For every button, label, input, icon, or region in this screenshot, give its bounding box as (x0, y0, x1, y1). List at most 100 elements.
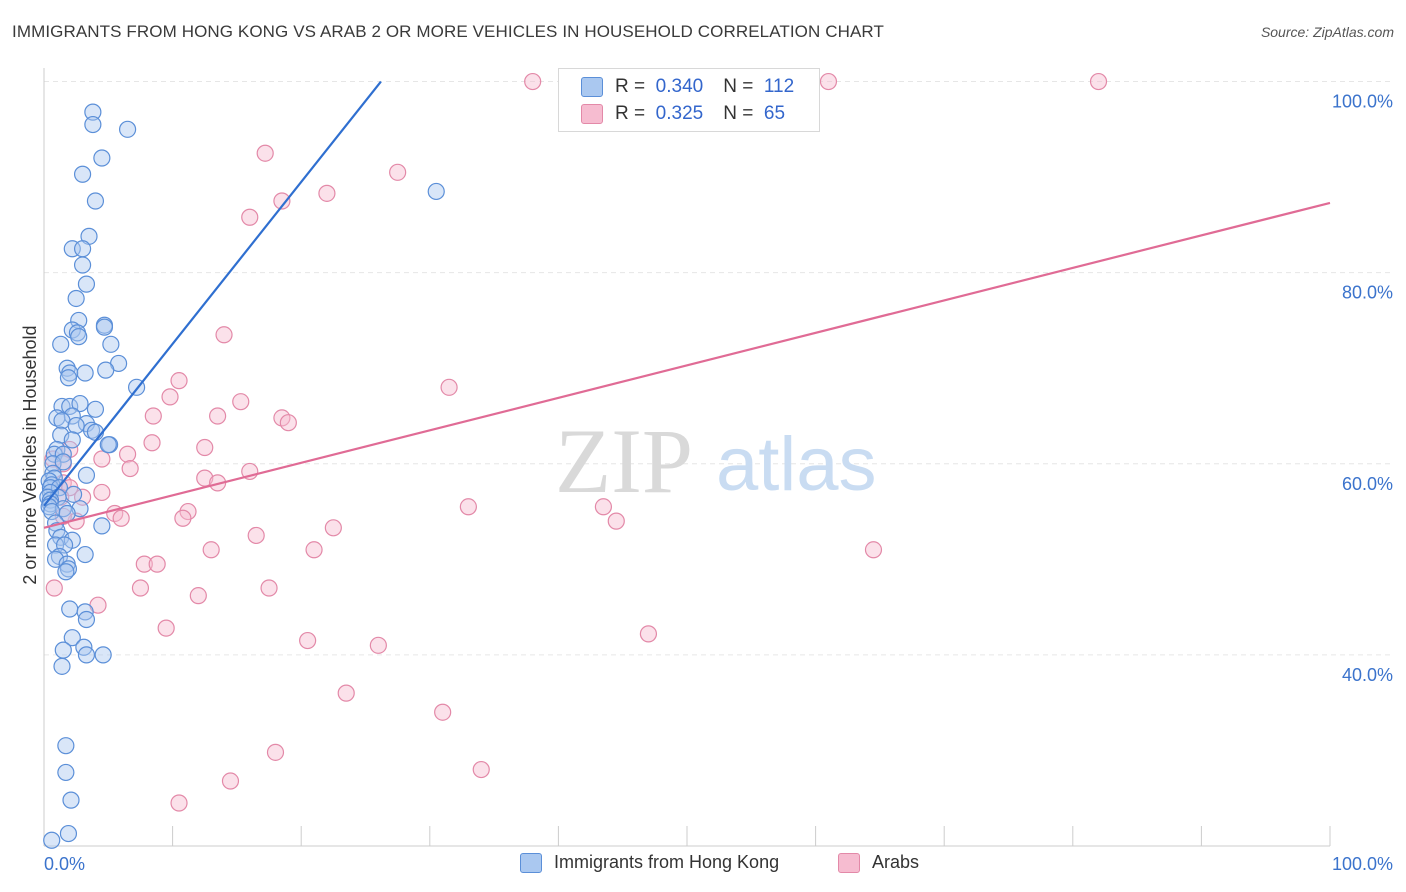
arabs-point (819, 72, 838, 91)
arabs-point (639, 625, 658, 643)
arabs-point (131, 579, 150, 597)
hong-kong-point (94, 646, 112, 664)
hong-kong-point (99, 436, 117, 454)
hong-kong-point (54, 641, 72, 659)
hong-kong-point (73, 256, 92, 274)
arabs-point (256, 144, 274, 162)
arabs-point (305, 541, 323, 559)
hong-kong-point (67, 289, 85, 308)
hong-kong-point (84, 103, 102, 121)
tick-labels: 40.0% 60.0% 80.0% 100.0% 0.0% 100.0% (44, 92, 1393, 874)
arabs-point (161, 388, 179, 406)
watermark: ZIP atlas (555, 410, 877, 512)
hong-kong-trend-line (43, 80, 382, 507)
hong-kong-point (63, 321, 81, 339)
arabs-point (389, 163, 407, 181)
hong-kong-point (97, 361, 115, 379)
arabs-point (170, 794, 188, 812)
bottom-legend-swatch-pink (838, 852, 860, 873)
legend-r-label: R = (615, 76, 646, 97)
hong-kong-point (70, 328, 88, 346)
arabs-point (440, 378, 458, 396)
x-tick-label: 100.0% (1332, 854, 1393, 874)
hong-kong-point (86, 192, 105, 210)
hong-kong-point (71, 500, 89, 518)
axes (43, 68, 1331, 847)
arabs-point (273, 192, 291, 210)
hong-kong-point (45, 469, 63, 487)
hong-kong-point (95, 318, 114, 336)
arabs-point (174, 509, 192, 527)
legend-row-hong-kong: R = 0.340 N = 112 (581, 73, 794, 101)
arabs-point (135, 555, 153, 573)
hong-kong-point (427, 182, 445, 201)
hong-kong-point (44, 455, 62, 473)
y-axis-label: 2 or more Vehicles in Household (20, 325, 40, 584)
arabs-point (247, 526, 265, 545)
hong-kong-point (73, 165, 92, 183)
hong-kong-point (61, 397, 79, 416)
hong-kong-point (57, 737, 75, 755)
hong-kong-point (77, 646, 96, 664)
y-tick-label: 60.0% (1342, 474, 1393, 494)
arabs-point (209, 407, 227, 425)
hong-kong-point (48, 409, 66, 427)
legend: R = 0.340 N = 112 R = 0.325 N = 65 (558, 68, 820, 132)
arabs-point (93, 483, 111, 502)
arabs-point (189, 587, 207, 605)
arabs-point (202, 541, 220, 559)
legend-swatch-blue (581, 77, 603, 97)
arabs-point (215, 326, 233, 344)
arabs-point (118, 445, 137, 463)
legend-r-label: R = (615, 103, 646, 124)
arabs-point (143, 434, 161, 452)
arabs-point (45, 579, 63, 597)
bottom-legend-arabs: Arabs (838, 852, 919, 873)
legend-n-value: 65 (763, 103, 786, 124)
trend-lines (43, 80, 1331, 529)
arabs-point (369, 636, 387, 654)
hong-kong-point (77, 610, 96, 629)
hong-kong-point (67, 416, 85, 435)
hong-kong-point (93, 149, 111, 167)
arabs-point (1089, 72, 1108, 91)
arabs-point (434, 703, 452, 721)
legend-r-value: 0.340 (655, 76, 704, 97)
arabs-point (232, 393, 250, 411)
hong-kong-point (93, 517, 111, 535)
arabs-point (524, 72, 542, 91)
hong-kong-point (102, 335, 120, 353)
hong-kong-point (43, 831, 61, 849)
hong-kong-point (53, 657, 71, 675)
legend-n-value: 112 (763, 76, 795, 97)
arabs-point (324, 519, 342, 537)
series-hong-kong-points (39, 103, 445, 849)
arabs-point (594, 498, 613, 516)
bottom-legend-label: Immigrants from Hong Kong (554, 852, 780, 872)
hong-kong-point (84, 115, 102, 134)
arabs-point (337, 684, 355, 702)
hong-kong-point (62, 791, 80, 809)
watermark-zip: ZIP (555, 410, 693, 512)
hong-kong-point (61, 600, 79, 618)
hong-kong-point (63, 629, 81, 647)
arabs-point (144, 407, 162, 425)
arabs-trend-line (43, 201, 1331, 529)
bottom-legend-hong-kong: Immigrants from Hong Kong (520, 852, 779, 873)
hong-kong-point (118, 120, 137, 138)
hong-kong-point (59, 369, 78, 387)
arabs-point (266, 743, 285, 761)
y-tick-label: 100.0% (1332, 92, 1393, 112)
arabs-point (864, 541, 883, 559)
hong-kong-point (52, 335, 70, 353)
bottom-legend-swatch-blue (520, 852, 542, 873)
arabs-point (221, 772, 240, 790)
arabs-point (148, 555, 166, 573)
x-tick-label: 0.0% (44, 854, 85, 874)
bottom-legend-label: Arabs (872, 852, 920, 872)
y-tick-label: 80.0% (1342, 283, 1393, 303)
arabs-point (260, 579, 278, 597)
hong-kong-point (64, 485, 83, 503)
arabs-point (459, 498, 477, 516)
arabs-point (279, 414, 297, 432)
